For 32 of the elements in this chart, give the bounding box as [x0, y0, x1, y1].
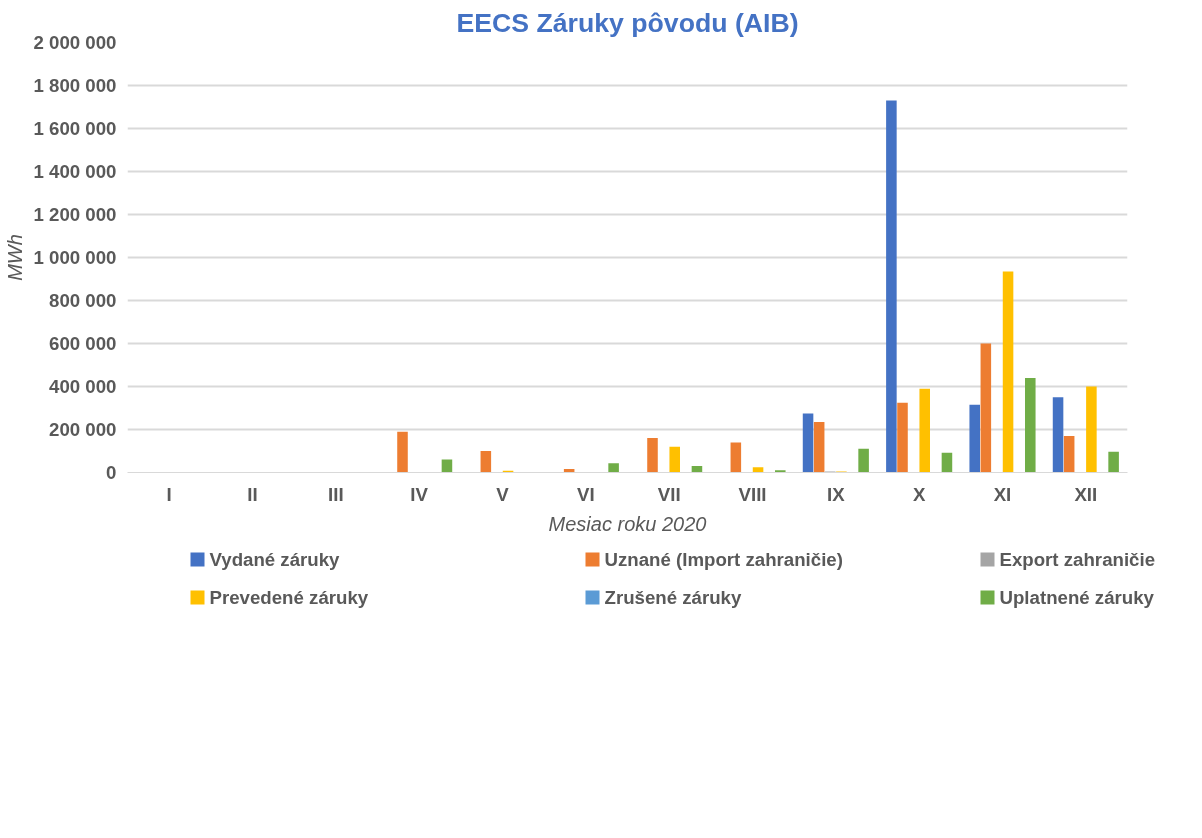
- x-tick-label: XII: [1074, 483, 1098, 505]
- x-tick-label: X: [912, 483, 926, 505]
- y-tick-label: 1 000 000: [33, 247, 117, 268]
- y-tick-label: 400 000: [49, 376, 117, 397]
- x-tick-label: IX: [827, 483, 846, 505]
- chart-title: EECS Záruky pôvodu (AIB): [456, 7, 799, 38]
- y-tick-label: 200 000: [49, 419, 117, 440]
- x-tick-label: XI: [993, 483, 1012, 505]
- x-tick-label: VII: [657, 483, 681, 505]
- x-tick-label: VIII: [738, 483, 767, 505]
- x-tick-label: IV: [410, 483, 429, 505]
- y-tick-label: 1 200 000: [33, 204, 117, 225]
- legend-label: Export zahraničie: [999, 549, 1156, 570]
- legend-label: Uplatnené záruky: [999, 587, 1155, 608]
- x-tick-label: II: [247, 483, 258, 505]
- y-tick-label: 600 000: [49, 333, 117, 354]
- y-tick-label: 1 600 000: [33, 118, 117, 139]
- y-tick-label: 2 000 000: [33, 32, 117, 53]
- y-axis-title: MWh: [3, 234, 26, 281]
- x-axis-title: Mesiac roku 2020: [548, 512, 707, 535]
- y-tick-label: 1 400 000: [33, 161, 117, 182]
- x-tick-label: V: [496, 483, 510, 505]
- x-tick-label: I: [166, 483, 172, 505]
- y-tick-label: 1 800 000: [33, 75, 117, 96]
- legend-label: Prevedené záruky: [209, 587, 369, 608]
- x-tick-label: VI: [577, 483, 595, 505]
- legend-label: Zrušené záruky: [604, 587, 742, 608]
- y-tick-label: 800 000: [49, 290, 117, 311]
- x-tick-label: III: [328, 483, 344, 505]
- y-tick-label: 0: [106, 462, 117, 483]
- legend-label: Uznané (Import zahraničie): [604, 549, 843, 570]
- legend-label: Vydané záruky: [209, 549, 341, 570]
